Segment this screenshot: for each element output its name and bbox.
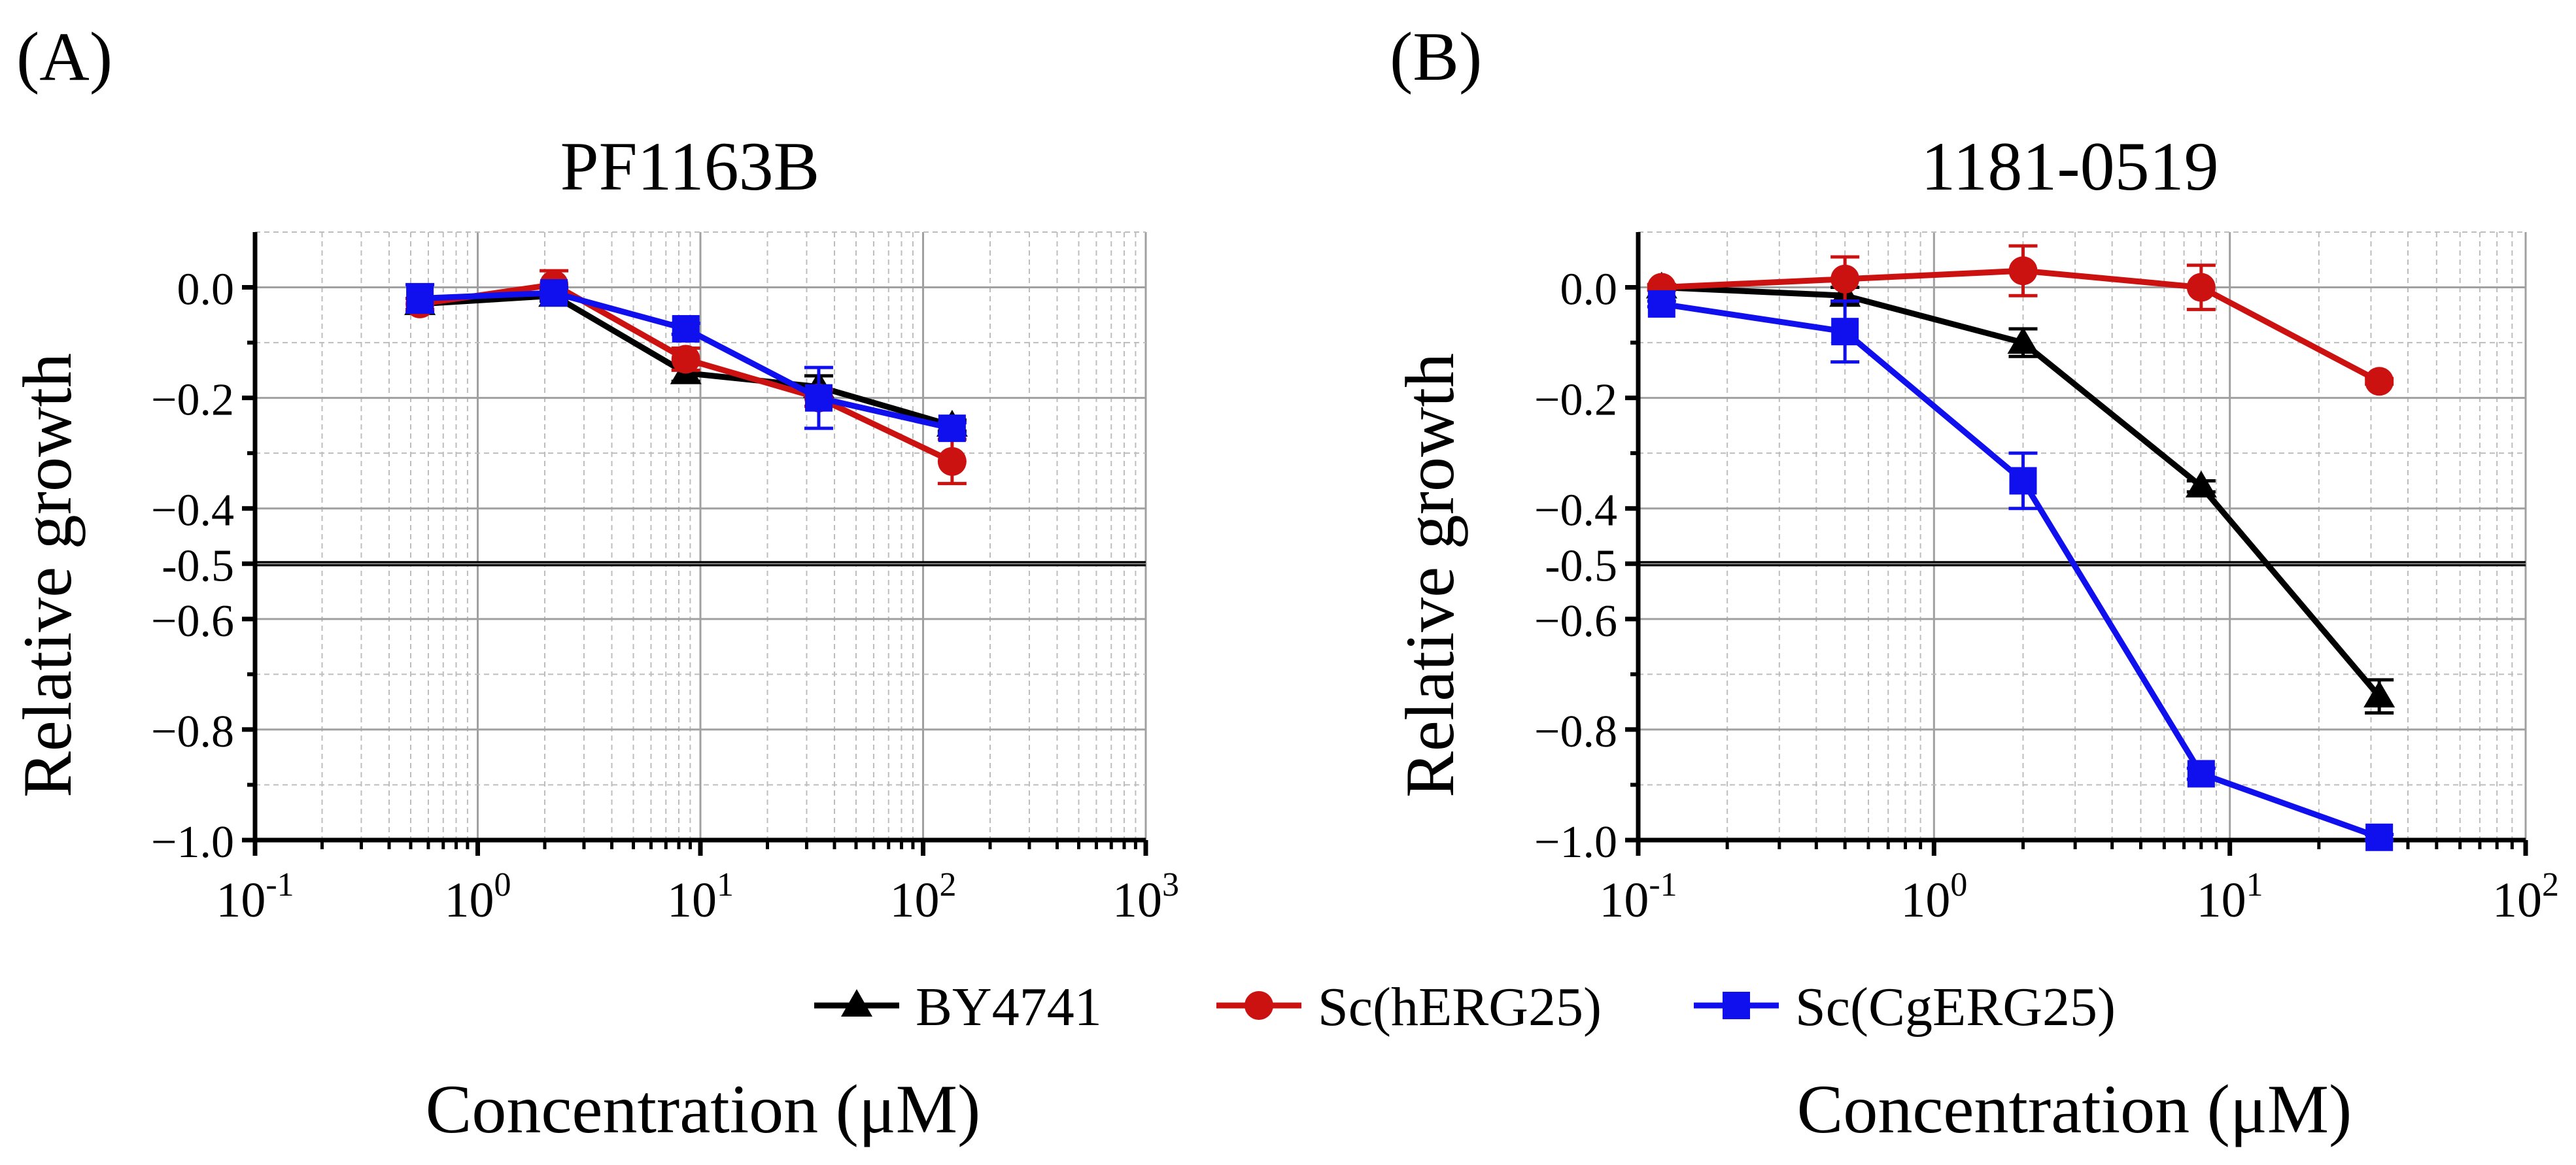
x-tick-label: 100 <box>445 866 511 928</box>
x-tick-base: 10 <box>1112 873 1162 928</box>
data-point-circle <box>2008 256 2038 286</box>
y-tick-label: 0.0 <box>1560 265 1618 315</box>
legend-item-by4741: BY4741 <box>814 977 1102 1038</box>
x-tick-exponent: 1 <box>717 866 734 903</box>
data-point-square <box>1831 318 1859 346</box>
series-sc-cgerg25 <box>405 279 967 443</box>
data-point-triangle <box>2185 470 2217 498</box>
data-point-circle <box>671 345 700 374</box>
y-tick-label: −0.2 <box>151 375 234 426</box>
x-tick-label: 102 <box>890 866 957 928</box>
y-tick-label: -0.5 <box>1545 541 1617 591</box>
x-tick-label: 100 <box>1900 866 1967 928</box>
data-point-circle <box>2186 273 2216 302</box>
legend-marker-square-icon <box>1723 992 1750 1019</box>
data-point-circle <box>1830 264 1860 294</box>
x-tick-base: 10 <box>1599 873 1649 928</box>
y-tick-label: 0.0 <box>177 265 235 315</box>
x-tick-exponent: 0 <box>494 866 511 903</box>
x-tick-base: 10 <box>1900 873 1950 928</box>
legend-item-sc-herg25: Sc(hERG25) <box>1216 977 1602 1038</box>
legend-item-sc-cgerg25: Sc(CgERG25) <box>1694 977 2116 1038</box>
legend-label-sc-herg25: Sc(hERG25) <box>1318 977 1602 1038</box>
legend-label-sc-cgerg25: Sc(CgERG25) <box>1795 977 2116 1038</box>
x-tick-label: 10-1 <box>216 866 294 928</box>
x-tick-exponent: 2 <box>2542 866 2559 903</box>
legend-marker-triangle-icon <box>841 989 872 1017</box>
data-point-square <box>1647 290 1675 318</box>
x-tick-exponent: -1 <box>266 866 294 903</box>
series-sc-cgerg25 <box>1647 290 2394 851</box>
data-point-square <box>2009 467 2037 495</box>
x-tick-label: 101 <box>2197 866 2263 928</box>
x-tick-label: 103 <box>1112 866 1179 928</box>
data-point-square <box>2365 823 2394 851</box>
panel-b-label: (B) <box>1390 18 1482 95</box>
x-tick-base: 10 <box>667 873 717 928</box>
x-tick-exponent: -1 <box>1649 866 1677 903</box>
panel-b-xlabel: Concentration (μM) <box>1797 1071 2352 1147</box>
data-point-triangle <box>2363 681 2396 708</box>
x-tick-label: 10-1 <box>1599 866 1677 928</box>
x-tick-base: 10 <box>216 873 266 928</box>
y-tick-label: −1.0 <box>1534 817 1617 868</box>
data-point-square <box>672 314 700 343</box>
legend-marker-circle-icon <box>1245 991 1273 1020</box>
y-tick-label: −0.8 <box>1534 707 1617 757</box>
panel-b-plot: 0.0−0.2−0.4-0.5−0.6−0.8−1.010-1 100 101 102 <box>1534 231 2559 928</box>
y-tick-label: −0.8 <box>151 707 234 757</box>
grid <box>255 231 1147 840</box>
data-point-square <box>938 414 966 443</box>
x-tick-base: 10 <box>445 873 494 928</box>
data-point-triangle <box>2007 327 2039 354</box>
x-tick-exponent: 2 <box>940 866 957 903</box>
y-tick-label: −0.6 <box>1534 596 1617 647</box>
x-tick-base: 10 <box>2197 873 2246 928</box>
y-tick-label: −1.0 <box>151 817 234 868</box>
panel-a-xlabel: Concentration (μM) <box>426 1071 981 1147</box>
data-point-circle <box>937 447 967 476</box>
y-tick-label: −0.2 <box>1534 375 1617 426</box>
data-point-square <box>540 279 568 307</box>
data-point-square <box>2187 760 2215 788</box>
x-tick-exponent: 3 <box>1162 866 1179 903</box>
x-tick-exponent: 0 <box>1950 866 1967 903</box>
legend: BY4741 Sc(hERG25) Sc(CgERG25) <box>814 977 2116 1038</box>
legend-label-by4741: BY4741 <box>916 977 1102 1038</box>
x-tick-label: 101 <box>667 866 734 928</box>
y-tick-label: −0.4 <box>1534 486 1617 536</box>
panel-a-label: (A) <box>16 18 112 95</box>
panel-b-ylabel: Relative growth <box>1392 353 1468 798</box>
grid <box>1638 231 2527 840</box>
y-tick-label: −0.6 <box>151 596 234 647</box>
x-tick-base: 10 <box>2492 873 2542 928</box>
data-point-square <box>804 384 833 412</box>
panel-b-title: 1181-0519 <box>1921 128 2218 205</box>
panel-a-plot: 0.0−0.2−0.4-0.5−0.6−0.8−1.010-1 100 101 102… <box>151 231 1179 928</box>
y-tick-label: −0.4 <box>151 486 234 536</box>
data-point-circle <box>2365 367 2394 396</box>
panel-a-ylabel: Relative growth <box>9 353 86 798</box>
x-tick-base: 10 <box>890 873 940 928</box>
x-tick-label: 102 <box>2492 866 2559 928</box>
x-tick-exponent: 1 <box>2246 866 2263 903</box>
data-point-square <box>406 284 434 312</box>
y-tick-label: -0.5 <box>162 541 234 591</box>
panel-a-title: PF1163B <box>560 128 820 205</box>
